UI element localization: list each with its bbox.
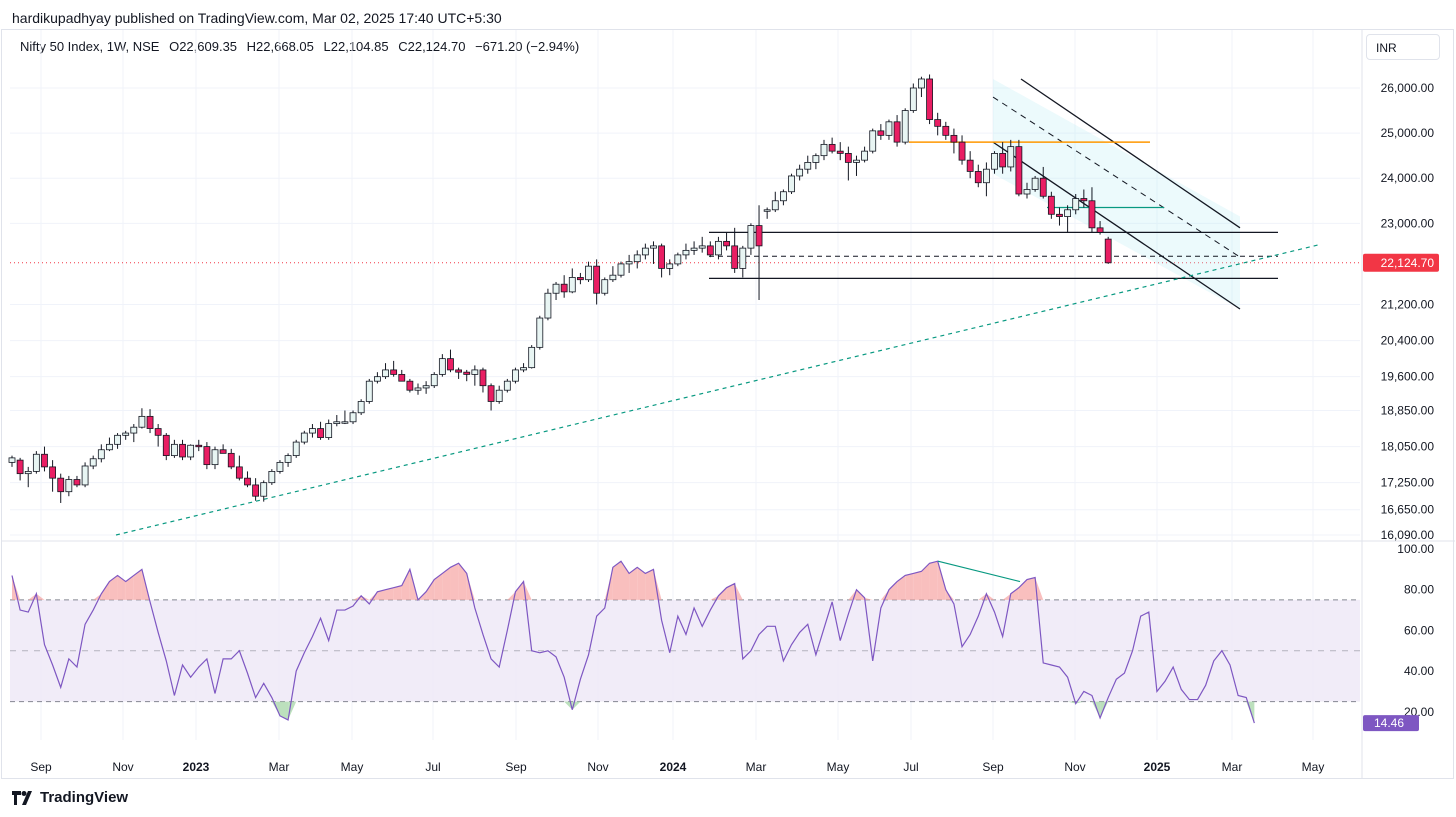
legend-open: O22,609.35	[169, 39, 238, 54]
symbol-legend: Nifty 50 Index, 1W, NSE O22,609.35 H22,6…	[20, 39, 585, 54]
legend-change: −671.20 (−2.94%)	[475, 39, 580, 54]
symbol-name[interactable]: Nifty 50 Index, 1W, NSE	[20, 39, 160, 54]
tradingview-logo-icon	[12, 790, 32, 805]
legend-close: C22,124.70	[398, 39, 466, 54]
chart-frame	[1, 29, 1454, 779]
legend-low: L22,104.85	[323, 39, 389, 54]
brand-label: TradingView	[40, 789, 129, 806]
tradingview-logo[interactable]: TradingView	[12, 789, 128, 806]
legend-high: H22,668.05	[246, 39, 314, 54]
publisher-credit: hardikupadhyay published on TradingView.…	[12, 10, 502, 26]
currency-selector[interactable]: INR	[1366, 34, 1440, 60]
